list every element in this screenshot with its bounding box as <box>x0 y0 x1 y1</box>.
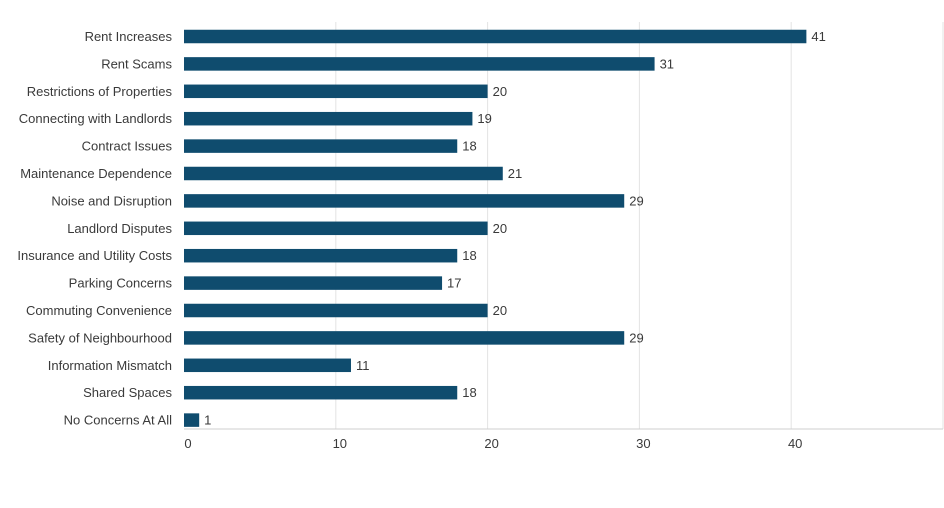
bar <box>184 276 443 290</box>
x-axis-ticks: 0 10 20 30 40 <box>184 436 802 451</box>
x-tick-label: 10 <box>333 436 347 451</box>
x-tick-label: 0 <box>184 436 191 451</box>
data-label: 11 <box>356 358 370 373</box>
data-label: 18 <box>462 139 476 154</box>
data-label: 21 <box>508 166 522 181</box>
bar <box>184 84 488 99</box>
category-label: Rent Increases <box>85 29 173 44</box>
bar <box>184 139 458 153</box>
category-label: Shared Spaces <box>83 385 172 400</box>
x-tick-label: 30 <box>636 436 650 451</box>
bar <box>184 29 807 44</box>
category-label: Parking Concerns <box>69 276 173 291</box>
bar <box>184 111 473 126</box>
category-label: Landlord Disputes <box>67 221 172 236</box>
category-label: Noise and Disruption <box>51 193 172 208</box>
category-label: No Concerns At All <box>64 413 172 428</box>
bar <box>184 358 351 373</box>
bar <box>184 166 503 181</box>
data-label: 1 <box>204 413 211 428</box>
data-label: 18 <box>462 385 476 400</box>
category-label: Rent Scams <box>101 56 172 71</box>
bar <box>184 248 458 263</box>
category-label: Restrictions of Properties <box>27 84 173 99</box>
x-tick-label: 40 <box>788 436 802 451</box>
data-label: 17 <box>447 276 461 291</box>
x-tick-label: 20 <box>484 436 498 451</box>
data-label: 20 <box>493 84 507 99</box>
bar <box>184 221 488 236</box>
category-label: Connecting with Landlords <box>19 111 173 126</box>
category-label: Commuting Convenience <box>26 303 172 318</box>
category-labels: Rent Increases Rent Scams Restrictions of … <box>17 29 172 428</box>
bar <box>184 385 458 400</box>
data-label: 29 <box>629 330 643 345</box>
data-label: 19 <box>477 111 491 126</box>
data-label: 20 <box>493 303 507 318</box>
category-label: Maintenance Dependence <box>20 166 172 181</box>
data-label: 18 <box>462 248 476 263</box>
bar <box>184 331 625 345</box>
category-label: Information Mismatch <box>48 358 172 373</box>
category-label: Insurance and Utility Costs <box>17 248 172 263</box>
data-label: 31 <box>660 56 674 71</box>
category-label: Contract Issues <box>82 139 173 154</box>
bar <box>184 413 200 427</box>
data-label: 20 <box>493 221 507 236</box>
bar <box>184 303 488 318</box>
bar <box>184 57 655 71</box>
category-label: Safety of Neighbourhood <box>28 330 172 345</box>
bar <box>184 194 625 208</box>
data-label: 41 <box>811 29 825 44</box>
data-label: 29 <box>629 193 643 208</box>
bars <box>184 29 807 427</box>
